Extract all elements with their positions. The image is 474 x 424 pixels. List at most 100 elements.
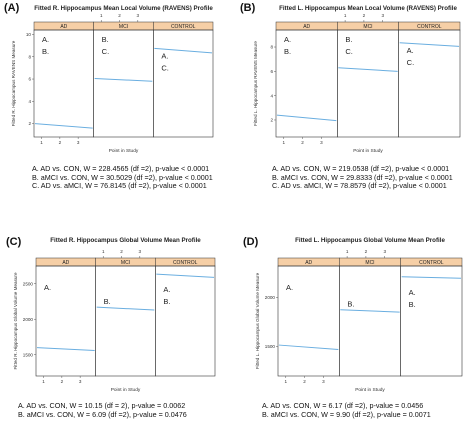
facet-panel-control	[155, 265, 216, 377]
panel-b-stats: A. AD vs. CON, W = 219.0538 (df =2), p-v…	[272, 164, 453, 191]
x-tick-label-top: 1	[346, 249, 349, 254]
series-line-control	[401, 276, 462, 279]
facet-label-mci: MCI	[363, 24, 372, 30]
series-line-control	[156, 273, 215, 278]
annotation-label: A.	[163, 285, 170, 294]
series-line-ad	[36, 347, 95, 351]
annotation-label: B.	[284, 47, 291, 56]
facet-label-control: CONTROL	[173, 260, 198, 266]
panel-a-chart: Fitted R. Hippocampus Mean Local Volume …	[11, 5, 214, 154]
annotation-label: B.	[409, 300, 416, 309]
annotation-label: C.	[102, 47, 110, 56]
annotation-label: B.	[102, 35, 109, 44]
x-tick-label: 2	[301, 140, 304, 145]
annotation-label: A.	[407, 46, 414, 55]
panel-c-stats: A. AD vs. CON, W = 10.15 (df = 2), p-val…	[18, 401, 187, 419]
x-axis-label: Point in Study	[111, 387, 141, 393]
series-line-ad	[34, 123, 93, 129]
annotation-label: C.	[407, 58, 415, 67]
x-tick-label: 1	[284, 379, 287, 384]
x-axis-label: Point in Study	[355, 387, 385, 393]
x-tick-label-top: 3	[383, 249, 386, 254]
facet-label-control: CONTROL	[171, 24, 196, 30]
facet-label-mci: MCI	[119, 24, 128, 30]
panel-c-stat-1: A. AD vs. CON, W = 10.15 (df = 2), p-val…	[18, 401, 186, 410]
x-tick-label: 3	[320, 140, 323, 145]
facet-label-mci: MCI	[121, 260, 130, 266]
y-tick-label: 8	[270, 45, 273, 50]
x-tick-label-top: 3	[139, 249, 142, 254]
series-line-mci	[340, 309, 400, 313]
series-line-ad	[276, 114, 337, 122]
x-tick-label: 2	[61, 379, 64, 384]
panel-b-stat-2: B. aMCI vs. CON, W = 29.8333 (df =2), p-…	[272, 172, 453, 182]
facet-panel-control	[153, 29, 214, 138]
panel-c-chart: Fitted R. Hippocampus Global Volume Mean…	[13, 237, 216, 393]
annotation-label: A.	[161, 51, 168, 60]
facet-panel-control	[398, 29, 461, 138]
x-tick-label-top: 2	[363, 13, 366, 18]
y-axis-label: Fitted R. Hippocampus RAVENS Measure	[11, 40, 16, 126]
panel-c-stat-2: B. aMCI vs. CON, W = 6.09 (df =2), p-val…	[18, 409, 187, 419]
x-tick-label: 1	[282, 140, 285, 145]
panel-b-letter: (B)	[240, 2, 256, 14]
y-tick-label: 2000	[265, 295, 276, 300]
panel-d-stat-1: A. AD vs. CON, W = 6.17 (df =2), p-value…	[262, 401, 424, 410]
facet-label-ad: AD	[60, 24, 67, 30]
y-tick-label: 2000	[23, 317, 34, 322]
facet-label-mci: MCI	[365, 260, 374, 266]
y-axis-label: Fitted L. Hippocampus RAVENS Measure	[253, 41, 258, 126]
annotation-label: A.	[42, 35, 49, 44]
x-tick-label: 2	[303, 379, 306, 384]
facet-panel-mci	[95, 265, 156, 377]
x-tick-label-top: 3	[137, 13, 140, 18]
x-tick-label-top: 2	[118, 13, 121, 18]
panel-c-letter: (C)	[6, 236, 22, 248]
x-tick-label: 2	[59, 140, 62, 145]
annotation-label: B.	[104, 297, 111, 306]
x-tick-label-top: 1	[100, 13, 103, 18]
facet-label-control: CONTROL	[419, 260, 444, 266]
panel-d-stats: A. AD vs. CON, W = 6.17 (df =2), p-value…	[262, 401, 431, 419]
panel-a-stat-1: A. AD vs. CON, W = 228.4565 (df =2), p-v…	[32, 164, 210, 173]
panel-a-stat-3: C. AD vs. aMCI, W = 76.8145 (df =2), p-v…	[32, 181, 207, 191]
x-tick-label: 3	[79, 379, 82, 384]
x-tick-label-top: 3	[381, 13, 384, 18]
y-tick-label: 10	[26, 32, 32, 37]
y-tick-label: 1500	[23, 352, 34, 357]
x-tick-label-top: 2	[120, 249, 123, 254]
annotation-label: C.	[345, 47, 353, 56]
panel-a-stats: A. AD vs. CON, W = 228.4565 (df =2), p-v…	[32, 164, 213, 191]
facet-label-ad: AD	[62, 260, 69, 266]
y-tick-label: 4	[28, 99, 31, 104]
series-line-ad	[278, 344, 339, 350]
annotation-label: B.	[163, 297, 170, 306]
y-tick-label: 4	[270, 93, 273, 98]
x-tick-label-top: 1	[344, 13, 347, 18]
annotation-label: B.	[347, 300, 354, 309]
x-tick-label: 1	[40, 140, 43, 145]
panel-d-chart: Fitted L. Hippocampus Global Volume Mean…	[255, 237, 463, 393]
y-tick-label: 2	[28, 121, 31, 126]
annotation-label: A.	[284, 35, 291, 44]
y-tick-label: 6	[270, 69, 273, 74]
panel-a-letter: (A)	[4, 2, 20, 14]
series-line-control	[154, 47, 213, 54]
series-line-mci	[96, 306, 155, 311]
panel-d-stat-2: B. aMCI vs. CON, W = 9.90 (df =2), p-val…	[262, 409, 431, 419]
y-tick-label: 1500	[265, 344, 276, 349]
annotation-label: B.	[42, 47, 49, 56]
series-line-mci	[338, 67, 398, 72]
y-tick-label: 6	[28, 77, 31, 82]
x-tick-label: 3	[77, 140, 80, 145]
x-axis-label: Point in Study	[109, 148, 139, 154]
x-tick-label: 3	[322, 379, 325, 384]
facet-panel-mci	[339, 265, 401, 377]
x-axis-label: Point in Study	[353, 148, 383, 154]
facet-label-ad: AD	[303, 24, 310, 30]
panel-b-chart: Fitted L. Hippocampus Mean Local Volume …	[253, 5, 461, 154]
annotation-label: A.	[44, 283, 51, 292]
chart-title: Fitted L. Hippocampus Mean Local Volume …	[279, 5, 457, 12]
facet-label-control: CONTROL	[417, 24, 442, 30]
chart-title: Fitted R. Hippocampus Global Volume Mean…	[50, 237, 201, 244]
